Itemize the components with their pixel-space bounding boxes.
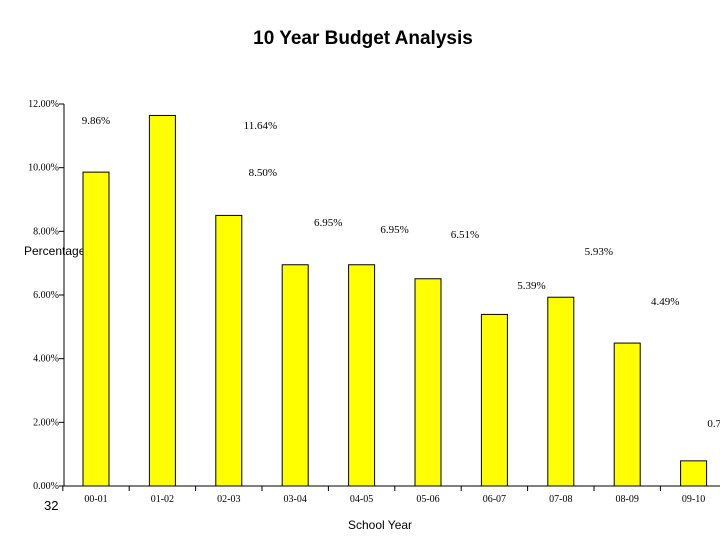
y-tick-label: 10.00% — [28, 163, 59, 174]
bar — [414, 278, 442, 487]
x-tick-label: 03-04 — [284, 494, 307, 505]
data-label: 9.86% — [82, 115, 110, 127]
data-label: 6.51% — [451, 229, 479, 241]
data-label: 5.93% — [585, 246, 613, 258]
bar — [148, 114, 176, 487]
bar — [215, 214, 243, 487]
x-tick-label: 07-08 — [549, 494, 572, 505]
x-tick-label: 05-06 — [416, 494, 439, 505]
data-label: 4.49% — [651, 296, 679, 308]
y-axis-label: Percentage — [24, 244, 86, 258]
bar — [613, 342, 641, 487]
bar — [348, 264, 376, 487]
x-axis-label: School Year — [348, 518, 413, 532]
data-label: 6.95% — [314, 217, 342, 229]
bar — [680, 460, 708, 487]
y-tick-label: 2.00% — [33, 417, 59, 428]
bar — [281, 264, 309, 487]
y-tick-label: 8.00% — [33, 226, 59, 237]
x-tick-label: 06-07 — [483, 494, 506, 505]
data-label: 6.95% — [380, 224, 408, 236]
bar — [480, 313, 508, 487]
x-tick-label: 04-05 — [350, 494, 373, 505]
x-tick-label: 02-03 — [217, 494, 240, 505]
y-tick-label: 0.00% — [33, 481, 59, 492]
y-tick-label: 4.00% — [33, 354, 59, 365]
chart-title: 10 Year Budget Analysis — [253, 28, 473, 49]
x-tick-label: 00-01 — [84, 494, 107, 505]
bar — [547, 296, 575, 487]
x-tick-label: 09-10 — [682, 494, 705, 505]
y-tick-label: 12.00% — [28, 99, 59, 110]
data-label: 11.64% — [244, 120, 278, 132]
bar — [82, 171, 110, 487]
data-label: 5.39% — [517, 280, 545, 292]
data-label: 8.50% — [249, 167, 277, 179]
x-tick-label: 08-09 — [616, 494, 639, 505]
x-tick-label: 01-02 — [151, 494, 174, 505]
y-tick-label: 6.00% — [33, 290, 59, 301]
data-label: 0.79% — [707, 418, 720, 430]
slide-number: 32 — [44, 498, 59, 513]
